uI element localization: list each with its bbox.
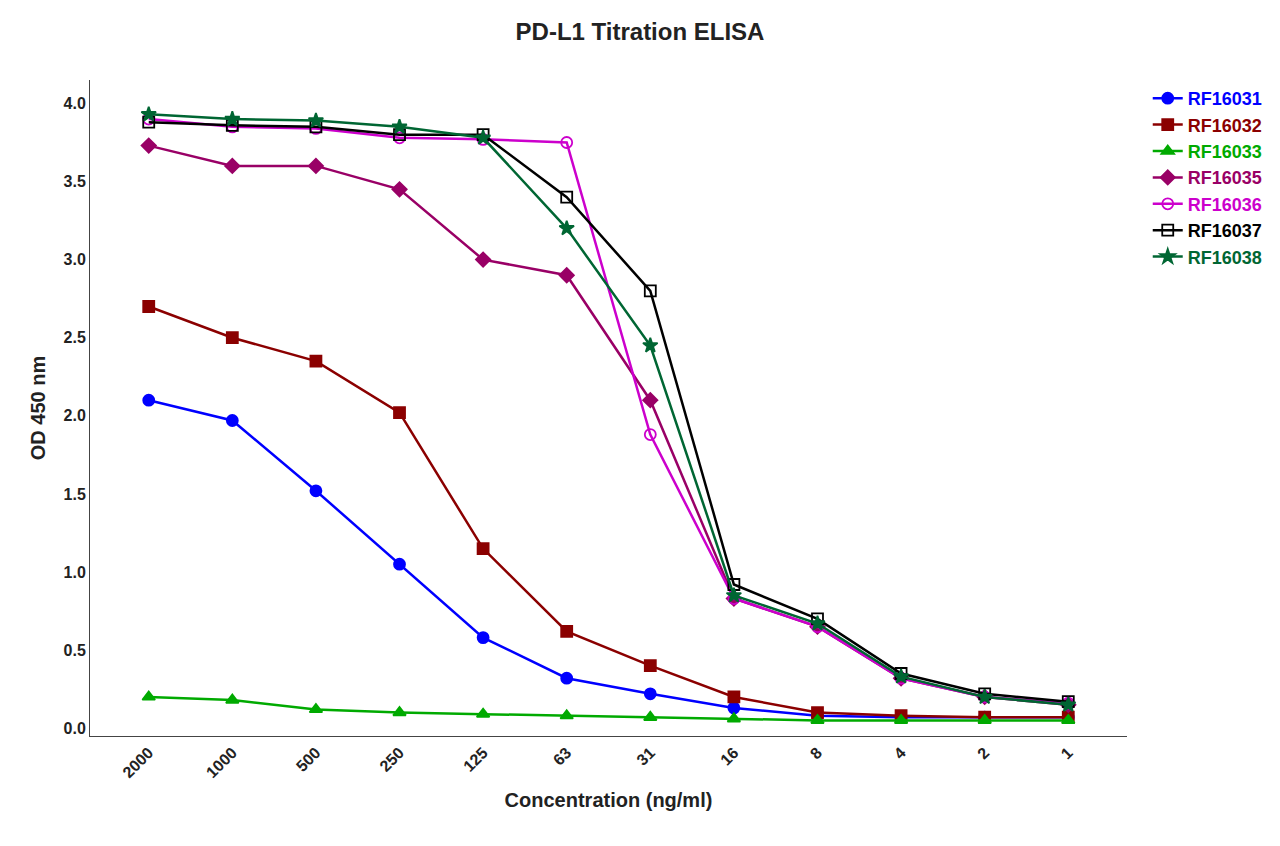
svg-text:2: 2 [974, 744, 992, 762]
svg-text:3.5: 3.5 [64, 173, 86, 190]
svg-text:Concentration (ng/ml): Concentration (ng/ml) [505, 789, 713, 811]
svg-text:63: 63 [550, 744, 575, 769]
svg-text:125: 125 [460, 744, 491, 775]
svg-text:2.5: 2.5 [64, 329, 86, 346]
svg-text:0.0: 0.0 [64, 720, 86, 737]
svg-text:OD 450 nm: OD 450 nm [27, 356, 49, 460]
svg-text:250: 250 [376, 744, 407, 775]
svg-text:PD-L1 Titration ELISA: PD-L1 Titration ELISA [516, 18, 765, 45]
svg-text:16: 16 [717, 744, 742, 769]
svg-text:4: 4 [891, 744, 909, 762]
svg-text:0.5: 0.5 [64, 642, 86, 659]
svg-text:RF16035: RF16035 [1188, 168, 1262, 188]
svg-text:4.0: 4.0 [64, 95, 86, 112]
svg-text:RF16031: RF16031 [1188, 89, 1262, 109]
svg-text:RF16032: RF16032 [1188, 116, 1262, 136]
svg-text:RF16033: RF16033 [1188, 142, 1262, 162]
svg-text:8: 8 [807, 744, 825, 762]
svg-text:1.5: 1.5 [64, 486, 86, 503]
svg-text:RF16038: RF16038 [1188, 248, 1262, 268]
svg-text:500: 500 [293, 744, 324, 775]
svg-text:1.0: 1.0 [64, 564, 86, 581]
svg-text:1000: 1000 [203, 744, 240, 781]
svg-text:2000: 2000 [119, 744, 156, 781]
svg-text:3.0: 3.0 [64, 251, 86, 268]
svg-text:RF16037: RF16037 [1188, 221, 1262, 241]
svg-text:31: 31 [633, 744, 658, 769]
svg-text:2.0: 2.0 [64, 407, 86, 424]
svg-text:RF16036: RF16036 [1188, 195, 1262, 215]
svg-text:1: 1 [1058, 744, 1076, 762]
